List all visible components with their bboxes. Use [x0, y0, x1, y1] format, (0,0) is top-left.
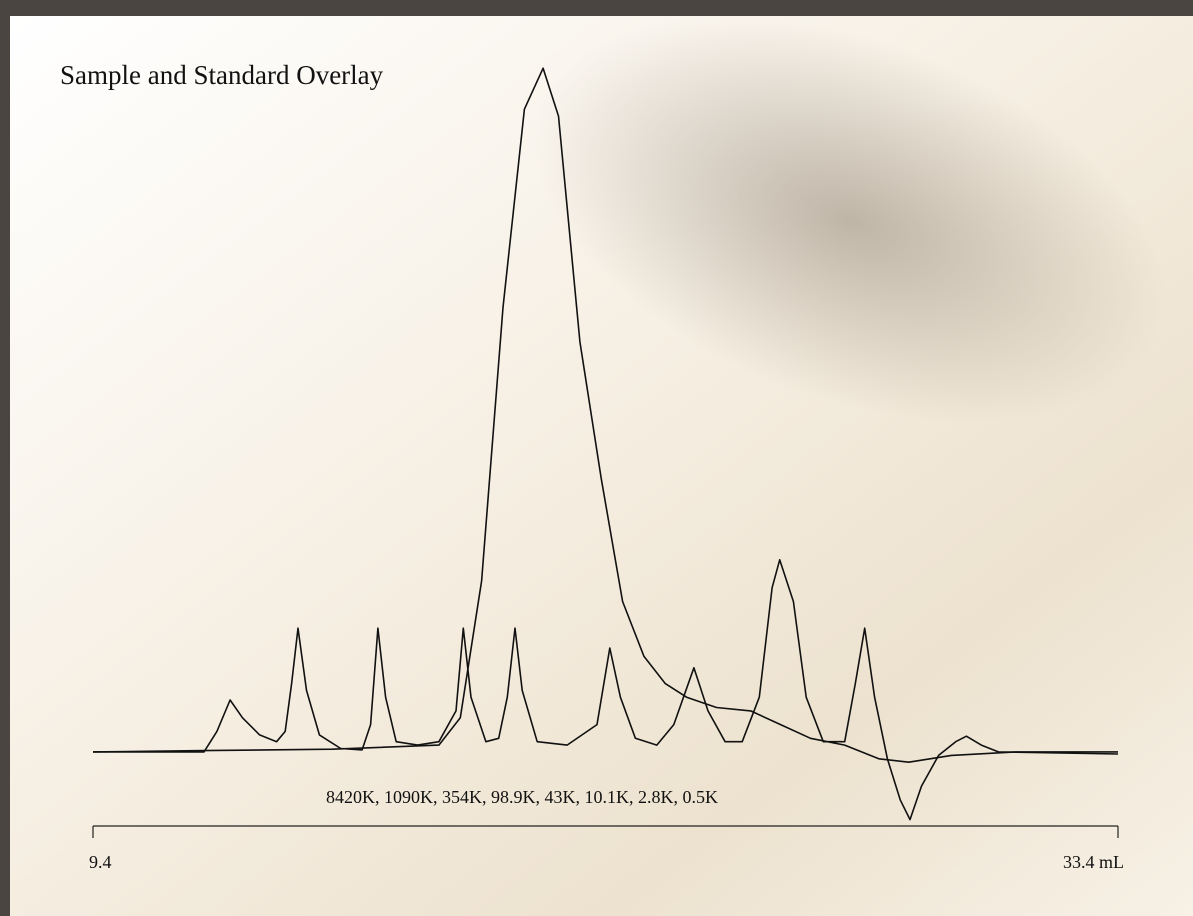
background-shade: [533, 16, 1167, 424]
trace: [92, 67, 1118, 763]
x-tick-label: 9.4: [89, 852, 112, 872]
annotation: 8420K, 1090K, 354K, 98.9K, 43K, 10.1K, 2…: [326, 787, 718, 807]
trace: [93, 559, 1119, 821]
chart-title: Sample and Standard Overlay: [60, 60, 384, 90]
x-tick-label: 33.4 mL: [1063, 852, 1124, 872]
